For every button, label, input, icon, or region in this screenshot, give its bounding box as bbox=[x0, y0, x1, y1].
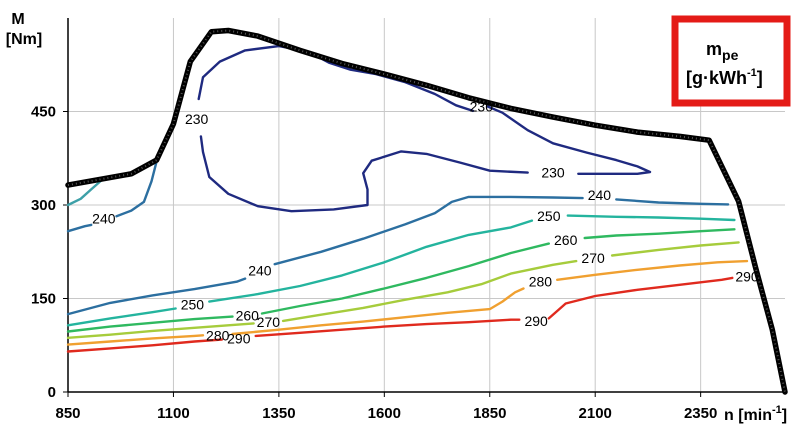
contour-280 bbox=[66, 334, 205, 346]
contour-240 bbox=[66, 223, 93, 233]
y-tick-label: 300 bbox=[31, 197, 56, 214]
contour-230 bbox=[197, 44, 475, 113]
max-torque-curve-group bbox=[65, 27, 788, 395]
x-tick-label: 2350 bbox=[684, 405, 717, 422]
contour-240 bbox=[66, 277, 247, 316]
contour-240 bbox=[115, 160, 158, 218]
contour-label-270: 270 bbox=[257, 314, 281, 330]
y-tick-label: 450 bbox=[31, 104, 56, 121]
y-axis-label-line2: [Nm] bbox=[6, 31, 42, 48]
contour-270 bbox=[610, 241, 740, 257]
contour-label-250: 250 bbox=[537, 208, 561, 224]
unit-box: mpe [g·kWh-1] bbox=[671, 15, 791, 107]
contour-label-280: 280 bbox=[529, 274, 553, 290]
unit-box-border bbox=[671, 15, 791, 107]
contour-label-230: 230 bbox=[541, 165, 565, 181]
contour-label-250: 250 bbox=[181, 297, 205, 313]
contour-lines bbox=[66, 44, 749, 353]
contour-label-260: 260 bbox=[236, 307, 260, 323]
contour-280 bbox=[556, 259, 749, 281]
contour-label-240: 240 bbox=[588, 187, 612, 203]
contour-label-290: 290 bbox=[227, 330, 251, 346]
contour-260 bbox=[66, 315, 234, 333]
y-tick-label: 0 bbox=[48, 384, 56, 401]
contour-290 bbox=[66, 338, 224, 353]
contour-label-280: 280 bbox=[206, 327, 230, 343]
contour-label-240: 240 bbox=[92, 211, 116, 227]
contour-230 bbox=[199, 135, 529, 213]
contour-250 bbox=[66, 307, 177, 327]
x-tick-label: 1350 bbox=[262, 405, 295, 422]
x-axis-label-sup: -1 bbox=[772, 404, 782, 416]
x-tick-label: 1100 bbox=[157, 405, 190, 422]
x-tick-label: 1850 bbox=[473, 405, 506, 422]
x-tick-label: 2100 bbox=[579, 405, 612, 422]
contour-label-230: 230 bbox=[185, 111, 209, 127]
contour-labels: 2302302302402402402502502602602702702802… bbox=[92, 99, 759, 347]
contour-240 bbox=[273, 195, 584, 266]
x-tick-labels: 850 1100 1350 1600 1850 2100 2350 bbox=[55, 405, 717, 422]
y-axis-label-line1: M bbox=[11, 11, 24, 28]
unit-box-line2: [g·kWh-1] bbox=[686, 67, 763, 88]
contour-280 bbox=[231, 287, 525, 336]
y-tick-label: 150 bbox=[31, 291, 56, 308]
contour-250 bbox=[566, 214, 736, 222]
x-tick-label: 1600 bbox=[368, 405, 401, 422]
contour-270 bbox=[66, 322, 255, 339]
contour-label-290: 290 bbox=[524, 313, 548, 329]
max-torque-curve-dots bbox=[67, 29, 786, 393]
contour-290 bbox=[254, 318, 521, 338]
x-axis-label-end: ] bbox=[782, 407, 787, 424]
contour-270 bbox=[281, 259, 578, 323]
contour-label-260: 260 bbox=[554, 232, 578, 248]
contour-240 bbox=[66, 178, 103, 207]
contour-250 bbox=[208, 219, 534, 303]
x-axis-label: n [min-1] bbox=[724, 404, 787, 424]
contour-240 bbox=[615, 198, 730, 206]
contour-label-240: 240 bbox=[248, 262, 272, 278]
contour-260 bbox=[583, 228, 736, 240]
x-tick-label: 850 bbox=[55, 405, 80, 422]
unit-box-line1: mpe bbox=[706, 39, 739, 63]
contour-label-230: 230 bbox=[470, 99, 494, 115]
contour-label-290: 290 bbox=[735, 269, 759, 285]
contour-290 bbox=[547, 276, 734, 320]
y-tick-labels: 0 150 300 450 bbox=[31, 104, 56, 402]
contour-label-270: 270 bbox=[581, 250, 605, 266]
contour-230 bbox=[486, 105, 652, 175]
contour-260 bbox=[260, 242, 550, 315]
